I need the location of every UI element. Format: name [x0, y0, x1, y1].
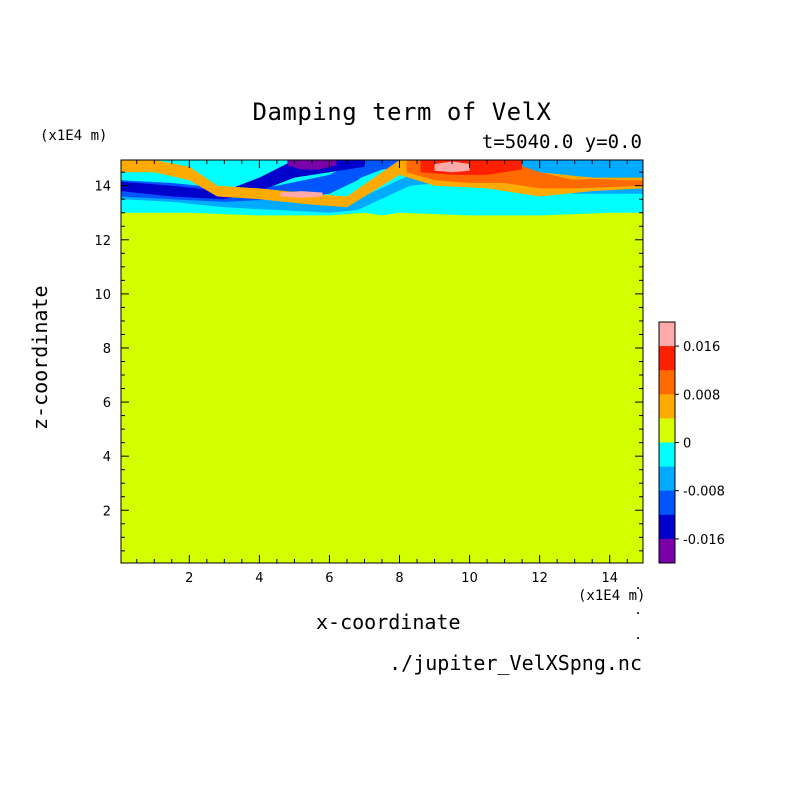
axes: 2 4 6 8 10 12 14 2 4 6 8 10 12 14: [94, 159, 644, 639]
heatmap-contour-band-10: [557, 178, 628, 186]
x-tick-label: 10: [461, 571, 478, 586]
colorbar-label: 0.016: [683, 340, 720, 355]
x-tick-label: 12: [531, 571, 548, 586]
source-filename: ./jupiter_VelXSpng.nc: [389, 651, 642, 675]
marker-dot: [637, 612, 639, 614]
heatmap-contour-band-4: [287, 160, 337, 170]
colorbar-label: -0.008: [683, 485, 725, 500]
x-tick-label: 8: [395, 571, 403, 586]
y-tick-label: 6: [103, 396, 111, 411]
y-axis-multiplier: (x1E4 m): [40, 128, 108, 144]
y-tick-label: 8: [103, 342, 111, 357]
chart-subtitle: t=5040.0 y=0.0: [481, 131, 642, 153]
colorbar-swatch: [659, 514, 675, 540]
colorbar-swatch: [659, 490, 675, 516]
y-tick-label: 12: [94, 234, 111, 249]
colorbar-swatch: [659, 466, 675, 492]
x-tick-label: 14: [601, 571, 618, 586]
x-axis-multiplier: (x1E4 m): [578, 588, 646, 604]
colorbar-swatch: [659, 346, 675, 371]
y-tick-label: 2: [103, 504, 111, 519]
heatmap-background: [121, 160, 643, 563]
heatmap-contour-band-3: [121, 160, 365, 200]
marker-dot: [637, 637, 639, 639]
x-axis-label: x-coordinate: [316, 610, 461, 634]
plot-area: [121, 160, 643, 563]
y-tick-label: 4: [103, 450, 111, 465]
colorbar-swatch: [659, 538, 675, 564]
colorbar-swatch: [659, 418, 675, 443]
colorbar-swatch: [659, 442, 675, 468]
x-tick-label: 6: [325, 571, 333, 586]
x-tick-label: 4: [255, 571, 263, 586]
y-tick-label: 14: [94, 180, 111, 195]
colorbar-label: 0.008: [683, 388, 720, 403]
heatmap-contour-band-9: [280, 191, 323, 198]
chart-title: Damping term of VelX: [252, 98, 552, 126]
colorbar: 0.016 0.008 0 -0.008 -0.016: [658, 321, 725, 564]
colorbar-label: 0: [683, 437, 691, 452]
colorbar-label: -0.016: [683, 533, 725, 548]
y-tick-label: 10: [94, 288, 111, 303]
marker-dot: [637, 587, 639, 589]
colorbar-swatch: [659, 370, 675, 395]
colorbar-swatch: [659, 394, 675, 419]
heatmap-contour-band-8: [434, 161, 470, 173]
x-tick-label: 2: [185, 571, 193, 586]
colorbar-swatch: [659, 322, 675, 347]
